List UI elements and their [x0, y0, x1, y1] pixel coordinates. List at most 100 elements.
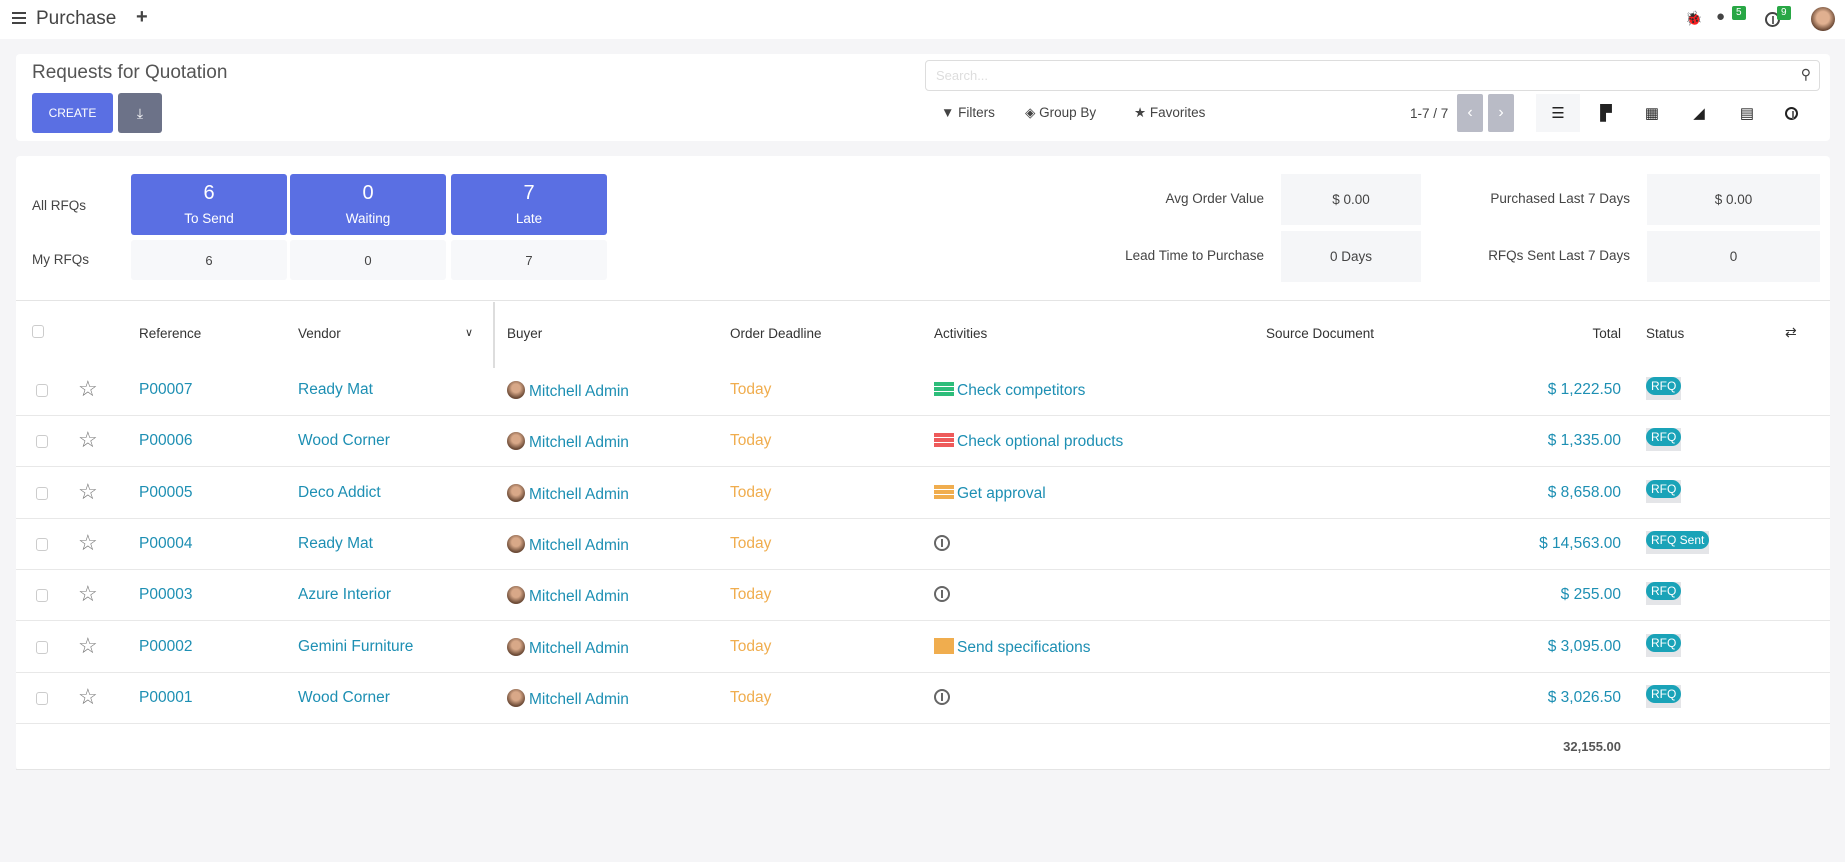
total: $ 3,095.00 [1547, 637, 1621, 655]
my-tile-waiting[interactable]: 0 [290, 240, 446, 280]
table-icon: ▦ [1644, 105, 1660, 122]
header-reference[interactable]: Reference [139, 326, 202, 341]
status-badge: RFQ [1646, 684, 1682, 708]
filter-icon: ▼ [941, 105, 955, 120]
my-tile-to-send[interactable]: 6 [131, 240, 287, 280]
reference: P00007 [139, 381, 193, 398]
header-order-deadline[interactable]: Order Deadline [730, 326, 822, 341]
row-checkbox[interactable] [36, 589, 48, 603]
star-icon[interactable]: ☆ [78, 376, 98, 401]
star-icon: ★ [1134, 105, 1147, 120]
graph-view-button[interactable]: ◢ [1677, 94, 1721, 132]
table-row[interactable]: ☆ P00007 Ready Mat Mitchell Admin Today … [16, 365, 1830, 416]
todo-list-icon [934, 381, 954, 397]
my-rfqs-label: My RFQs [32, 252, 89, 267]
reference: P00002 [139, 637, 193, 655]
app-title[interactable]: Purchase [36, 8, 117, 29]
vendor: Wood Corner [298, 432, 390, 450]
tile-to-send[interactable]: 6 To Send [131, 174, 287, 235]
order-deadline: Today [730, 688, 772, 706]
pager-previous-button[interactable]: ‹ [1457, 94, 1483, 132]
menu-icon[interactable] [12, 12, 26, 24]
row-checkbox[interactable] [36, 384, 48, 397]
row-checkbox[interactable] [36, 486, 48, 500]
row-checkbox[interactable] [36, 691, 48, 705]
list-view-button[interactable]: ☰ [1536, 94, 1580, 132]
grand-total: 32,155.00 [1563, 739, 1621, 754]
table-row[interactable]: ☆ P00002 Gemini Furniture Mitchell Admin… [16, 622, 1830, 673]
stat-label: Purchased Last 7 Days [1490, 191, 1630, 206]
header-buyer[interactable]: Buyer [507, 326, 543, 341]
clock-icon[interactable] [934, 688, 950, 705]
table-row[interactable]: ☆ P00006 Wood Corner Mitchell Admin Toda… [16, 416, 1830, 468]
buyer: Mitchell Admin [507, 688, 629, 709]
status-badge: RFQ Sent [1646, 530, 1710, 554]
table-row[interactable]: ☆ P00005 Deco Addict Mitchell Admin Toda… [16, 468, 1830, 519]
clock-icon[interactable] [934, 586, 950, 603]
header-source-document[interactable]: Source Document [1266, 326, 1375, 341]
pager-next-button[interactable]: › [1488, 94, 1514, 132]
search-box[interactable]: ⚲ [925, 60, 1820, 91]
star-icon[interactable]: ☆ [78, 478, 98, 504]
pivot-view-button[interactable]: ▦ [1630, 94, 1674, 132]
calendar-view-button[interactable]: ▤ [1725, 94, 1769, 132]
plus-icon[interactable]: + [136, 6, 148, 28]
download-button[interactable]: ⤓ [118, 93, 162, 133]
status-badge: RFQ [1646, 479, 1682, 503]
activity [934, 586, 950, 607]
header-total[interactable]: Total [1592, 326, 1621, 341]
activity-view-button[interactable] [1769, 94, 1813, 132]
order-deadline: Today [730, 483, 772, 501]
clock-icon[interactable] [934, 534, 950, 551]
group-by-button[interactable]: ◈ Group By [1025, 105, 1097, 120]
header-activities[interactable]: Activities [934, 326, 988, 341]
kanban-view-button[interactable]: ▛ [1584, 94, 1628, 132]
my-tile-late[interactable]: 7 [451, 240, 607, 280]
reference: P00004 [139, 534, 193, 552]
total: $ 3,026.50 [1547, 688, 1621, 706]
search-input[interactable] [936, 61, 1786, 89]
bug-icon[interactable]: 🐞 [1685, 10, 1703, 26]
vendor: Gemini Furniture [298, 637, 414, 655]
stat-value: $ 0.00 [1281, 174, 1421, 225]
optional-columns-icon[interactable]: ⇄ [1785, 324, 1797, 340]
star-icon[interactable]: ☆ [78, 632, 98, 658]
reference: P00001 [139, 688, 193, 706]
order-deadline: Today [730, 586, 772, 604]
activity: Check competitors [934, 381, 1085, 400]
column-resize-handle[interactable] [493, 302, 495, 368]
activity: Send specifications [934, 637, 1091, 657]
table-row[interactable]: ☆ P00004 Ready Mat Mitchell Admin Today … [16, 519, 1830, 570]
table-row[interactable]: ☆ P00003 Azure Interior Mitchell Admin T… [16, 570, 1830, 622]
avatar [507, 534, 525, 553]
tile-waiting[interactable]: 0 Waiting [290, 174, 446, 235]
activity [934, 534, 950, 556]
total: $ 14,563.00 [1539, 534, 1621, 552]
row-checkbox[interactable] [36, 640, 48, 654]
filters-button[interactable]: ▼ Filters [941, 105, 995, 120]
table-row[interactable]: ☆ P00001 Wood Corner Mitchell Admin Toda… [16, 673, 1830, 724]
chevron-down-icon[interactable]: ∨ [465, 327, 474, 339]
pager-value[interactable]: 1-7 / 7 [1410, 106, 1449, 121]
star-icon[interactable]: ☆ [78, 427, 98, 453]
chat-icon[interactable]: ● [1716, 8, 1726, 25]
header-status[interactable]: Status [1646, 326, 1685, 341]
row-checkbox[interactable] [36, 435, 48, 449]
header-vendor[interactable]: Vendor [298, 326, 341, 341]
vendor: Ready Mat [298, 381, 373, 398]
favorites-button[interactable]: ★ Favorites [1134, 105, 1206, 120]
create-button[interactable]: CREATE [32, 93, 113, 133]
order-deadline: Today [730, 637, 772, 655]
row-checkbox[interactable] [36, 537, 48, 551]
search-icon[interactable]: ⚲ [1800, 66, 1811, 82]
select-all-checkbox[interactable] [32, 325, 44, 338]
star-icon[interactable]: ☆ [78, 683, 98, 709]
activities-badge: 9 [1777, 6, 1791, 20]
star-icon[interactable]: ☆ [78, 581, 98, 607]
star-icon[interactable]: ☆ [78, 529, 98, 555]
total: $ 1,222.50 [1547, 381, 1621, 398]
tile-late[interactable]: 7 Late [451, 174, 607, 235]
user-avatar[interactable] [1811, 7, 1835, 31]
status-badge: RFQ [1646, 582, 1682, 606]
total: $ 255.00 [1560, 586, 1621, 604]
